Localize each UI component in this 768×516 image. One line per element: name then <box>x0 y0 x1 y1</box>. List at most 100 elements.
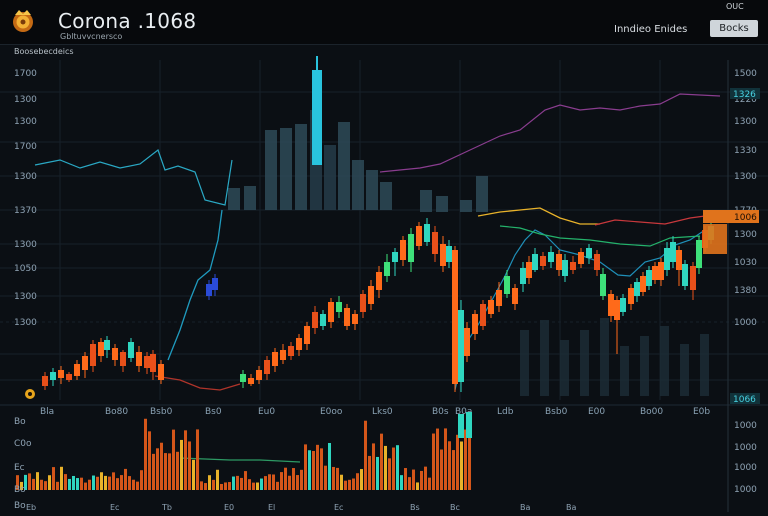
volume-bar <box>224 482 227 490</box>
candle-body <box>652 266 658 280</box>
candle-body <box>696 240 702 268</box>
right-tick-label: 1500 <box>734 69 757 79</box>
volume-bar <box>40 479 43 490</box>
candle-body <box>432 232 438 254</box>
current-price-badge: 1006 <box>734 213 757 223</box>
volume-bar <box>292 468 295 490</box>
volume-bar <box>284 467 287 490</box>
time-tick-label: Bsb0 <box>545 407 568 417</box>
candles <box>42 218 714 392</box>
app-subtitle: Gbltuvvcnersco <box>60 32 123 41</box>
volume-bar <box>360 469 363 490</box>
candle-body <box>328 302 334 322</box>
sub-left-tick-label: Ec <box>14 463 25 473</box>
price-chart-svg[interactable]: 1700 1300 1300 1700 1300 1370 1300 1050 1300 1300… <box>0 44 768 512</box>
volume-bars <box>16 412 472 490</box>
right-tick-label: 1030 <box>734 258 757 268</box>
volume-bar <box>428 477 431 490</box>
candle-body <box>98 342 104 356</box>
candle-body <box>320 314 326 326</box>
right-tick-label: 1300 <box>734 230 757 240</box>
bottom-tick-label: Ba <box>520 503 530 512</box>
volume-bar <box>400 475 403 490</box>
candle-body <box>82 356 88 370</box>
sub-left-ticks: Bo C0o Ec Bo Bo <box>14 417 32 511</box>
candle-body <box>90 344 96 366</box>
sub-left-tick-label: C0o <box>14 439 32 449</box>
app-title: Corona .1068 <box>58 9 197 33</box>
volume-bar <box>320 448 323 490</box>
time-tick-label: Bs0 <box>205 407 222 417</box>
volume-bar <box>136 481 139 490</box>
candle-body <box>144 356 150 368</box>
time-axis-ticks: Bla Bo80 Bsb0 Bs0 Eu0 E0oo Lks0 B0s B0a Ldb Bsb0 E0… <box>40 407 710 417</box>
chart-sublabel: Boosebecdeics <box>14 47 74 56</box>
candle-body <box>594 254 600 270</box>
candle-body <box>120 352 126 366</box>
books-button[interactable]: Bocks <box>710 20 758 37</box>
volume-bar <box>68 478 71 490</box>
candle-body <box>74 364 80 376</box>
volume-bar <box>140 470 143 490</box>
volume-bar <box>156 448 159 490</box>
volume-bar <box>196 429 199 490</box>
candle-body <box>264 360 270 374</box>
candle-body <box>526 262 532 278</box>
volume-bar <box>188 441 191 490</box>
left-tick-label: 1300 <box>14 240 37 250</box>
time-tick-label: E0b <box>693 407 710 417</box>
bottom-tick-label: Bc <box>450 503 460 512</box>
volume-bar <box>392 447 395 490</box>
candle-body <box>578 252 584 264</box>
bottom-tick-label: Bs <box>410 503 420 512</box>
candle-body <box>248 378 254 384</box>
volume-bar <box>372 443 375 490</box>
volume-bar <box>468 433 471 490</box>
candle-body <box>532 254 538 270</box>
volume-bar <box>84 482 87 490</box>
volume-bar <box>128 476 131 490</box>
top-bar: Corona .1068 Gbltuvvcnersco Inndieo Enid… <box>0 0 768 45</box>
left-tick-label: 1050 <box>14 264 37 274</box>
volume-bar <box>316 444 319 490</box>
volume-bar <box>376 456 379 490</box>
left-tick-label: 1300 <box>14 292 37 302</box>
left-tick-label: 1300 <box>14 172 37 182</box>
candle-body <box>212 278 218 290</box>
candle-body <box>312 312 318 328</box>
volume-bar <box>356 473 359 490</box>
volume-bar <box>204 483 207 490</box>
bottom-tick-label: Ba <box>566 503 576 512</box>
candle-body <box>458 310 464 382</box>
candle-body <box>480 304 486 326</box>
bottom-tick-label: E0 <box>224 503 234 512</box>
bottom-tick-label: Tb <box>161 503 172 512</box>
candle-body <box>150 354 156 372</box>
candle-body <box>614 300 620 320</box>
candle-body <box>352 314 358 324</box>
volume-bar <box>104 475 107 490</box>
candle-body <box>296 338 302 350</box>
volume-bar <box>116 478 119 490</box>
candle-body <box>50 372 56 380</box>
volume-bar <box>236 475 239 490</box>
volume-bar <box>16 475 19 490</box>
left-tick-label: 1300 <box>14 95 37 105</box>
volume-bar <box>368 455 371 490</box>
candle-body <box>540 256 546 266</box>
volume-bar <box>96 476 99 490</box>
candle-body <box>304 326 310 344</box>
sub-right-tick-label: 1000 <box>734 463 757 473</box>
volume-bar <box>304 444 307 490</box>
volume-bar <box>388 458 391 490</box>
volume-bar <box>192 459 195 490</box>
chart-area[interactable]: 1700 1300 1300 1700 1300 1370 1300 1050 1300 1300… <box>0 44 768 512</box>
volume-bar <box>144 418 147 490</box>
time-tick-label: E0oo <box>320 407 343 417</box>
right-tick-label: 1380 <box>734 286 757 296</box>
candle-body <box>368 286 374 304</box>
volume-bar <box>380 433 383 490</box>
volume-bar <box>168 453 171 490</box>
volume-bar <box>72 475 75 490</box>
candle-body <box>288 346 294 356</box>
